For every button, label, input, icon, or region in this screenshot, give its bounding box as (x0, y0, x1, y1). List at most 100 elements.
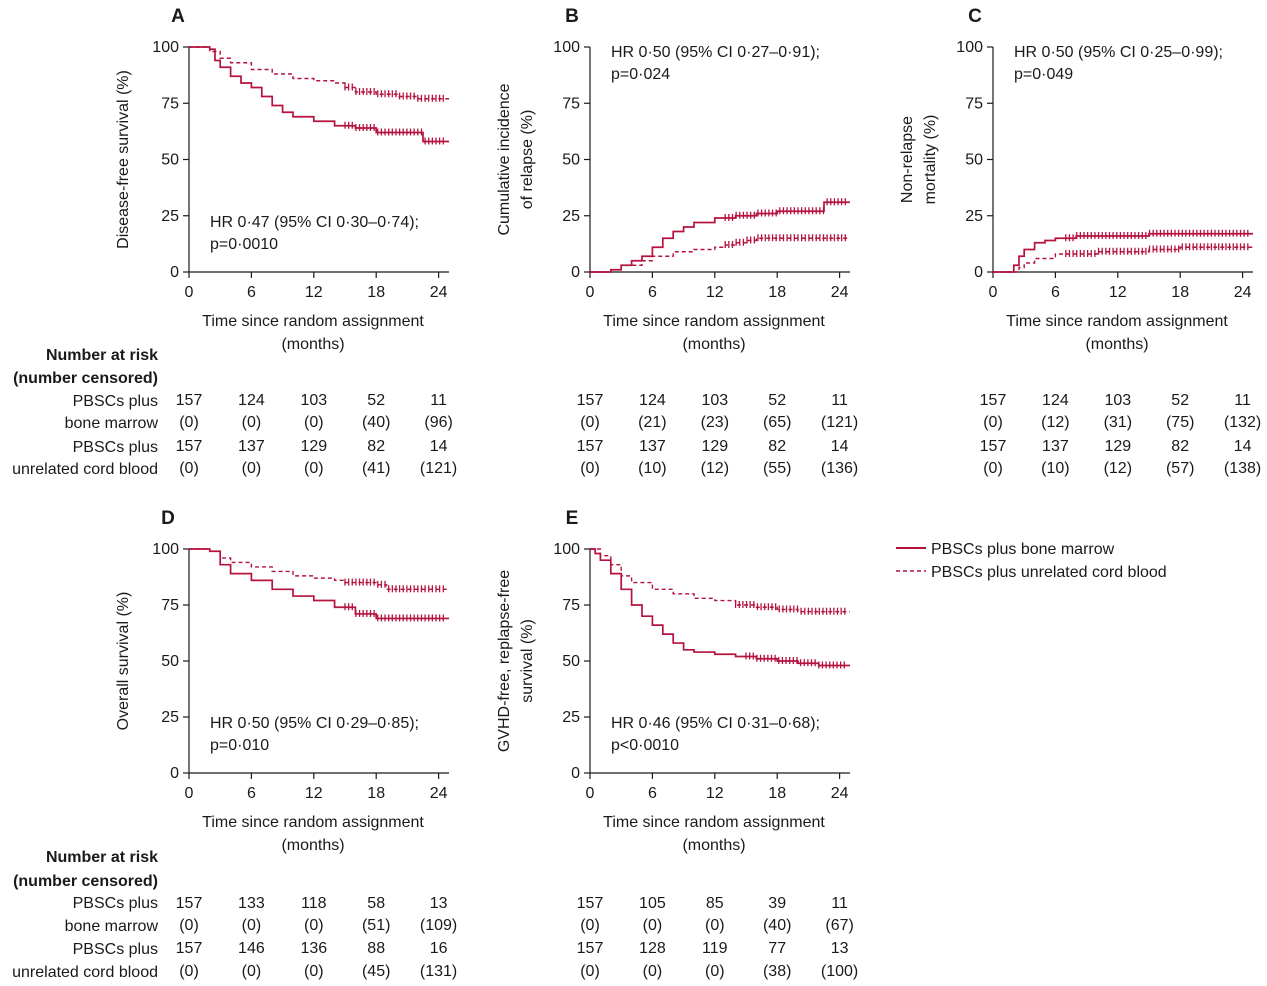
y-tick-label-d-25: 25 (161, 709, 179, 726)
y-tick-label-a-50: 50 (161, 152, 179, 169)
risk-cell-e-bm-n-3: 39 (768, 895, 786, 912)
risk-cell-d-bm-n-0: 157 (176, 895, 203, 912)
x-tick-label-b-18: 18 (768, 284, 786, 301)
risk-cell-d-cb-n-3: 88 (367, 940, 385, 957)
panel-b: B 0 25 50 75 100 0 6 12 18 24 Time since random ass… (496, 6, 850, 353)
panel-letter-c: C (968, 6, 982, 27)
risk-cell-b-cb-c-1: (10) (638, 460, 666, 477)
panel-c: C 0 25 50 75 100 0 6 12 18 24 Time since random ass… (899, 6, 1253, 353)
risk-cell-d-cb-n-1: 146 (238, 940, 265, 957)
risk-header-bottom-line1: Number at risk (46, 849, 158, 866)
risk-cell-e-bm-c-3: (40) (763, 917, 791, 934)
panel-d: D 0 25 50 75 100 0 6 12 18 24 Time since random ass… (115, 508, 449, 854)
risk-cell-a-cb-c-2: (0) (304, 460, 324, 477)
hr-text-e-0: HR 0·46 (95% CI 0·31–0·68); (611, 715, 820, 732)
risk-cell-d-bm-c-3: (51) (362, 917, 390, 934)
series-line-b-bone-marrow (590, 201, 850, 273)
x-axis-title-b-0: Time since random assignment (603, 313, 825, 330)
risk-cell-c-cb-n-0: 157 (980, 438, 1007, 455)
x-axis-title-a-0: Time since random assignment (202, 313, 424, 330)
y-axis-title-d-0: Overall survival (%) (115, 592, 132, 731)
risk-cell-e-cb-c-4: (100) (821, 963, 858, 980)
risk-cell-e-cb-n-1: 128 (639, 940, 666, 957)
risk-cell-e-bm-n-2: 85 (706, 895, 724, 912)
x-tick-label-d-12: 12 (305, 785, 323, 802)
y-tick-label-c-50: 50 (965, 152, 983, 169)
x-tick-label-c-0: 0 (989, 284, 998, 301)
risk-cell-c-cb-n-1: 137 (1042, 438, 1069, 455)
x-tick-label-e-18: 18 (768, 785, 786, 802)
y-tick-label-b-25: 25 (562, 208, 580, 225)
y-tick-label-e-50: 50 (562, 653, 580, 670)
risk-cell-e-bm-n-4: 11 (831, 895, 848, 912)
risk-header-top-line1: Number at risk (46, 347, 158, 364)
y-tick-label-d-50: 50 (161, 653, 179, 670)
panel-a: A 0 25 50 75 100 0 6 12 18 24 Time since random ass… (115, 6, 449, 353)
x-tick-label-a-24: 24 (430, 284, 448, 301)
x-tick-label-c-6: 6 (1051, 284, 1060, 301)
x-tick-label-e-12: 12 (706, 785, 724, 802)
x-axis-title-b-1: (months) (682, 336, 745, 353)
risk-cell-e-bm-c-4: (67) (825, 917, 853, 934)
y-tick-label-e-75: 75 (562, 597, 580, 614)
hr-text-a-0: HR 0·47 (95% CI 0·30–0·74); (210, 214, 419, 231)
risk-cell-a-cb-c-4: (121) (420, 460, 457, 477)
y-tick-label-c-100: 100 (956, 39, 983, 56)
risk-cell-e-cb-n-3: 77 (768, 940, 786, 957)
risk-cell-a-bm-n-1: 124 (238, 392, 265, 409)
x-tick-label-a-6: 6 (247, 284, 256, 301)
risk-cell-e-cb-n-2: 119 (702, 940, 728, 957)
series-line-e-cord-blood (590, 548, 850, 613)
risk-cell-c-cb-n-2: 129 (1104, 438, 1131, 455)
risk-cell-e-cb-c-2: (0) (705, 963, 725, 980)
risk-cell-d-bm-n-2: 118 (301, 895, 327, 912)
censor-marks-b-bone-marrow (724, 198, 846, 221)
risk-cell-a-cb-n-0: 157 (176, 438, 203, 455)
hr-text-b-1: p=0·024 (611, 66, 670, 83)
series-line-d-bone-marrow (189, 548, 449, 620)
risk-cell-d-bm-n-3: 58 (367, 895, 385, 912)
risk-cell-b-cb-n-3: 82 (768, 438, 786, 455)
hr-text-d-1: p=0·010 (210, 737, 269, 754)
y-tick-label-a-100: 100 (152, 39, 179, 56)
risk-cell-b-bm-c-2: (23) (701, 414, 729, 431)
panel-letter-a: A (171, 6, 185, 27)
y-tick-label-c-75: 75 (965, 95, 983, 112)
risk-cell-a-cb-n-2: 129 (300, 438, 327, 455)
risk-cell-e-cb-c-0: (0) (580, 963, 600, 980)
risk-label-top-cb2: unrelated cord blood (12, 461, 158, 478)
x-axis-title-d-1: (months) (281, 837, 344, 854)
hr-text-e-1: p<0·0010 (611, 737, 679, 754)
risk-cell-b-cb-c-4: (136) (821, 460, 858, 477)
risk-cell-c-bm-c-0: (0) (983, 414, 1003, 431)
hr-text-c-1: p=0·049 (1014, 66, 1073, 83)
y-tick-label-a-0: 0 (170, 264, 179, 281)
risk-cell-b-bm-n-3: 52 (768, 392, 786, 409)
series-line-a-bone-marrow (189, 46, 449, 143)
risk-cell-a-bm-c-4: (96) (424, 414, 452, 431)
risk-cell-d-cb-n-2: 136 (300, 940, 327, 957)
hr-text-d-0: HR 0·50 (95% CI 0·29–0·85); (210, 715, 419, 732)
risk-cell-a-bm-c-2: (0) (304, 414, 324, 431)
x-tick-label-a-12: 12 (305, 284, 323, 301)
risk-cell-a-bm-c-3: (40) (362, 414, 390, 431)
censor-marks-e-bone-marrow (745, 652, 845, 669)
risk-cell-d-bm-c-2: (0) (304, 917, 324, 934)
x-axis-title-e-1: (months) (682, 837, 745, 854)
x-axis-title-d-0: Time since random assignment (202, 814, 424, 831)
y-axis-title-b-0: Cumulative incidence (496, 83, 513, 235)
risk-cell-d-bm-c-4: (109) (420, 917, 457, 934)
y-axis-title-e-0: GVHD-free, replapse-free (496, 570, 513, 752)
risk-cell-a-cb-c-3: (41) (362, 460, 390, 477)
series-line-c-bone-marrow (993, 232, 1253, 273)
x-axis-title-a-1: (months) (281, 336, 344, 353)
x-tick-label-d-6: 6 (247, 785, 256, 802)
x-tick-label-e-24: 24 (831, 785, 849, 802)
x-tick-label-c-12: 12 (1109, 284, 1127, 301)
risk-cell-e-bm-n-0: 157 (577, 895, 604, 912)
legend-item-cord-blood: PBSCs plus unrelated cord blood (931, 564, 1167, 581)
y-tick-label-d-0: 0 (170, 765, 179, 782)
y-tick-label-e-0: 0 (571, 765, 580, 782)
risk-cell-d-cb-n-0: 157 (176, 940, 203, 957)
risk-cell-c-cb-c-4: (138) (1224, 460, 1261, 477)
